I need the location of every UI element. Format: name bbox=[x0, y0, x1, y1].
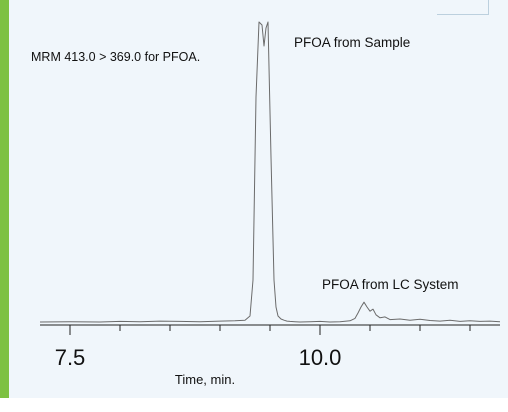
sample-peak-label: PFOA from Sample bbox=[294, 35, 410, 50]
chromatogram-trace bbox=[39, 21, 501, 323]
corner-rule bbox=[488, 0, 489, 14]
series-group bbox=[39, 21, 501, 323]
lc-system-peak-label: PFOA from LC System bbox=[322, 277, 459, 292]
accent-bar bbox=[0, 0, 9, 398]
method-annotation: MRM 413.0 > 369.0 for PFOA. bbox=[31, 50, 200, 64]
x-axis-label: Time, min. bbox=[175, 372, 235, 387]
x-axis: 7.5 10.0 bbox=[40, 324, 500, 370]
x-tick-label: 10.0 bbox=[299, 345, 342, 370]
label-group: MRM 413.0 > 369.0 for PFOA. PFOA from Sa… bbox=[31, 35, 459, 387]
corner-rule bbox=[437, 14, 489, 15]
x-tick-label: 7.5 bbox=[55, 345, 86, 370]
